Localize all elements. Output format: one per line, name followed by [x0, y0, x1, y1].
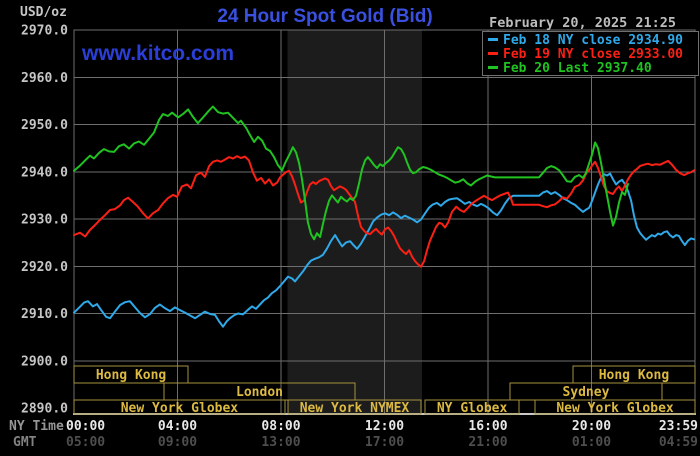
session-label: New York Globex: [556, 401, 674, 416]
session-box: [534, 399, 696, 415]
session-label: Hong Kong: [599, 368, 669, 383]
legend-item-label: Feb 20 Last 2937.40: [503, 61, 652, 76]
gmt-axis-caption: GMT: [13, 435, 37, 450]
y-tick-label: 2970.0: [21, 24, 68, 39]
session-box: [73, 365, 189, 384]
series-line-0: [73, 172, 695, 328]
legend-item-feb19: Feb 19 NY close 2933.00: [488, 47, 698, 62]
legend-item-label: Feb 19 NY close 2933.00: [503, 47, 684, 62]
chart-datetime: February 20, 2025 21:25: [489, 15, 676, 31]
ny-time-tick-label: 20:00: [572, 419, 611, 434]
gmt-tick-label: 01:00: [572, 435, 611, 450]
feb19-line-dash-icon: [488, 51, 498, 55]
gmt-tick-label: 09:00: [158, 435, 197, 450]
legend-item-feb20: Feb 20 Last 2937.40: [488, 61, 698, 76]
session-label: Hong Kong: [96, 368, 166, 383]
y-tick-label: 2930.0: [21, 213, 68, 228]
legend-item-feb18: Feb 18 NY close 2934.90: [488, 33, 698, 48]
ny-time-tick-label: 04:00: [158, 419, 197, 434]
session-box: [424, 399, 520, 415]
gmt-tick-label: 21:00: [468, 435, 507, 450]
kitco-watermark: www.kitco.com: [82, 42, 235, 65]
y-tick-label: 2940.0: [21, 165, 68, 180]
session-label: NY Globex: [437, 401, 508, 416]
session-box: [287, 399, 422, 415]
series-line-1: [73, 155, 695, 268]
nymex-session-shade: [287, 30, 423, 414]
y-axis-unit-label: USD/oz: [20, 5, 67, 20]
gmt-tick-label: 13:00: [261, 435, 300, 450]
chart-title: 24 Hour Spot Gold (Bid): [217, 6, 433, 27]
y-tick-label: 2960.0: [21, 71, 68, 86]
y-tick-label: 2910.0: [21, 307, 68, 322]
gmt-tick-label: 05:00: [66, 435, 105, 450]
session-label: Sydney: [562, 385, 609, 400]
ny-time-tick-label: 16:00: [468, 419, 507, 434]
y-tick-label: 2920.0: [21, 260, 68, 275]
ny-time-tick-label: 08:00: [261, 419, 300, 434]
ny-time-tick-label: 12:00: [365, 419, 404, 434]
session-label: New York NYMEX: [300, 401, 410, 416]
y-tick-label: 2890.0: [21, 402, 68, 417]
ny-time-axis-caption: NY Time: [9, 419, 64, 434]
legend-item-label: Feb 18 NY close 2934.90: [503, 33, 684, 48]
feb20-line-dash-icon: [488, 65, 498, 69]
series-line-2: [73, 105, 629, 241]
ny-time-tick-label: 00:00: [66, 419, 105, 434]
session-box: [73, 399, 286, 415]
session-label: New York Globex: [121, 401, 239, 416]
y-tick-label: 2900.0: [21, 354, 68, 369]
gmt-tick-label: 04:59: [659, 435, 698, 450]
feb18-line-dash-icon: [488, 37, 498, 41]
gmt-tick-label: 17:00: [365, 435, 404, 450]
y-tick-label: 2950.0: [21, 118, 68, 133]
session-label: London: [236, 385, 283, 400]
ny-time-tick-label: 23:59: [659, 419, 698, 434]
legend-box: Feb 18 NY close 2934.90 Feb 19 NY close …: [482, 31, 699, 76]
